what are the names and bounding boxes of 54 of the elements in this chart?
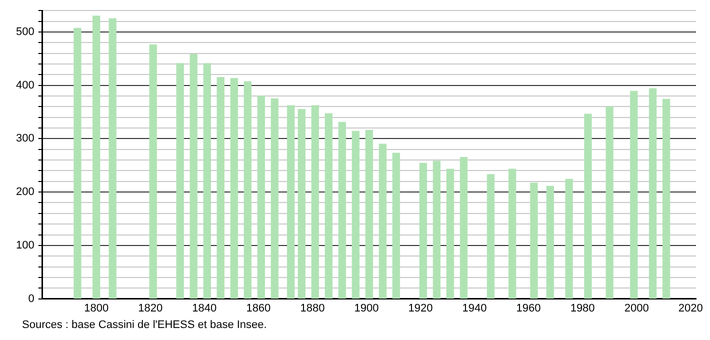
bar [530, 182, 538, 299]
bar [298, 109, 306, 299]
bar [230, 78, 238, 299]
bar [176, 63, 184, 299]
source-note: Sources : base Cassini de l'EHESS et base Insee. [22, 319, 267, 331]
x-tick-label: 1980 [570, 302, 595, 314]
bar [392, 152, 400, 299]
y-tick-label: 100 [16, 239, 34, 252]
bar [606, 106, 614, 299]
bar [546, 186, 554, 299]
bar [287, 105, 295, 299]
x-tick-label: 1920 [408, 302, 433, 314]
bar [190, 54, 198, 299]
bar [257, 96, 265, 299]
bar [74, 28, 82, 299]
bar [270, 98, 278, 299]
bar [378, 144, 387, 299]
bar [630, 90, 638, 299]
bar [432, 160, 441, 299]
bar [460, 157, 468, 299]
bar [419, 162, 428, 299]
x-tick-label: 1940 [462, 302, 487, 314]
bar [338, 122, 346, 299]
bar [648, 88, 657, 299]
y-tick-label: 200 [16, 186, 34, 198]
x-tick-label: 1820 [138, 302, 163, 314]
bar [508, 168, 516, 299]
bar [149, 44, 157, 299]
bar [203, 63, 211, 299]
bar [446, 168, 454, 299]
bar [216, 76, 224, 299]
bar [244, 81, 252, 299]
bar [324, 113, 332, 299]
x-tick-label: 1880 [300, 302, 325, 314]
bar [352, 130, 360, 299]
bar [486, 174, 495, 299]
x-tick-label: 1800 [84, 302, 109, 314]
bar [108, 18, 116, 299]
x-tick-label: 1960 [516, 302, 541, 314]
x-tick-label: 1840 [192, 302, 217, 314]
y-tick-label: 0 [28, 292, 34, 305]
bar [311, 105, 319, 299]
x-tick-label: 2000 [624, 302, 649, 314]
bar [565, 178, 573, 299]
bar [584, 114, 592, 299]
y-tick-label: 500 [16, 26, 34, 38]
bar [662, 98, 670, 299]
x-tick-label: 2020 [678, 302, 703, 314]
bar [92, 16, 100, 299]
bar [365, 130, 374, 299]
y-tick-label: 300 [16, 132, 34, 145]
x-tick-label: 1900 [354, 302, 379, 314]
y-tick-label: 400 [16, 79, 34, 92]
x-tick-label: 1860 [246, 302, 271, 314]
